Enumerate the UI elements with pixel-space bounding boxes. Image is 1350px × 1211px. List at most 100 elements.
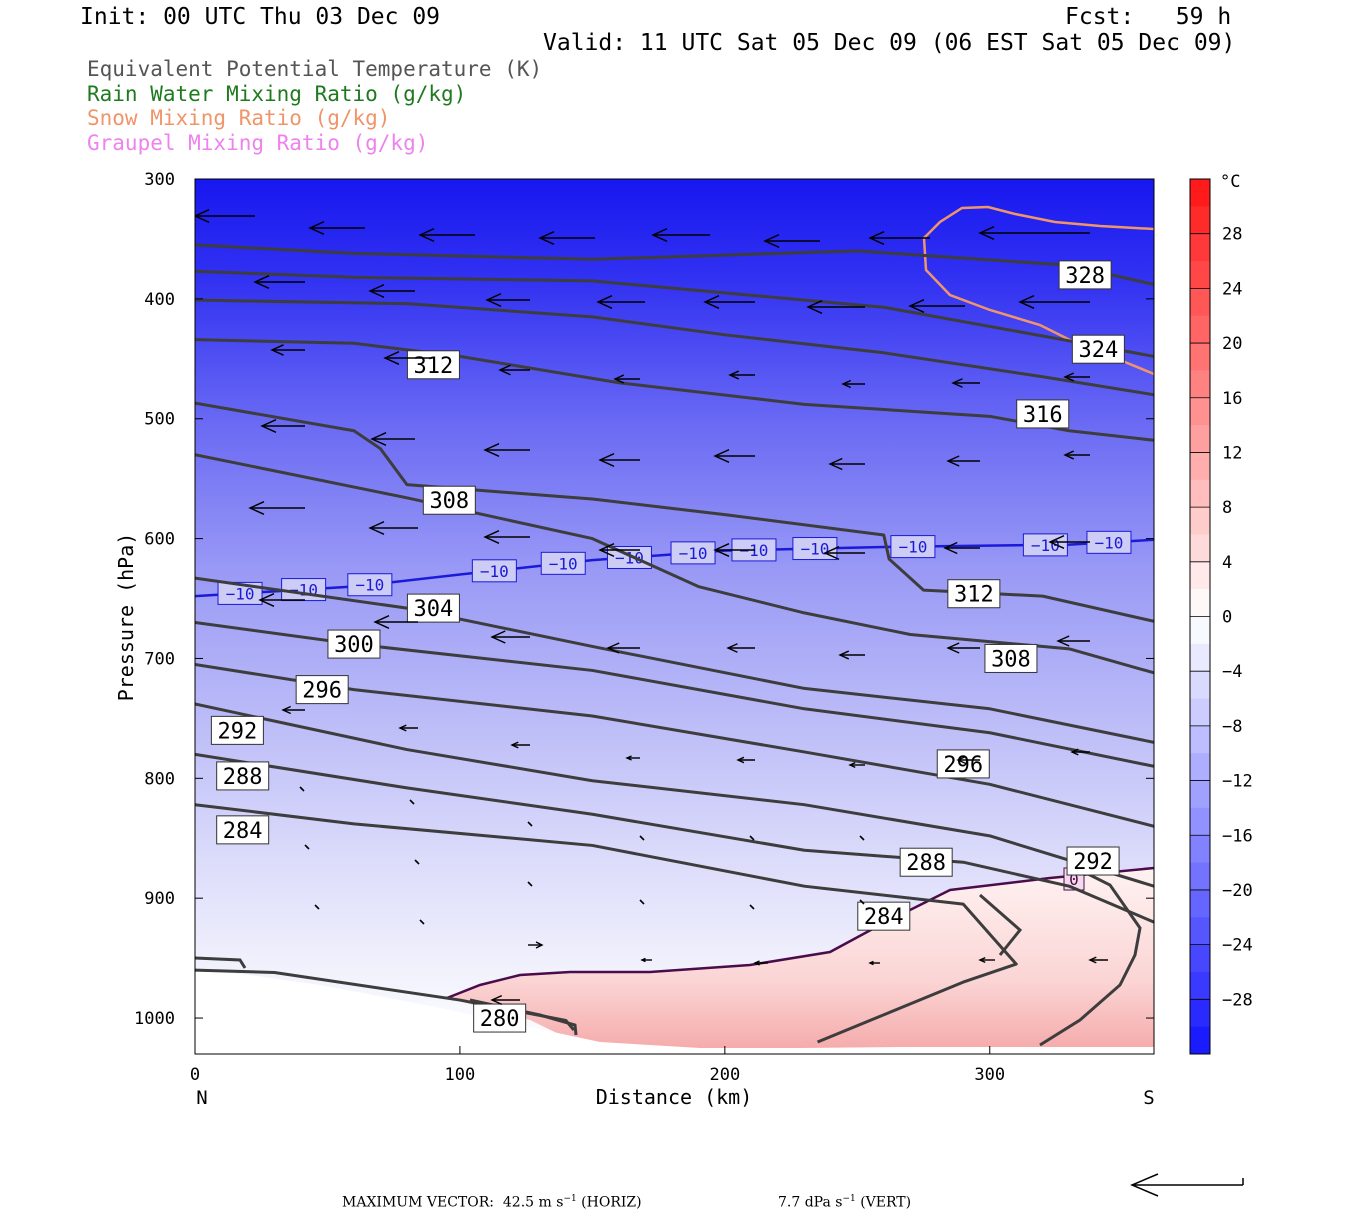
theta-e-label-box [984, 643, 1038, 673]
max-vector-label: MAXIMUM VECTOR: 42.5 m s−1 (HORIZ) [342, 1178, 642, 1211]
colorbar-label: 8 [1222, 498, 1232, 518]
max-vector-horiz-unit: m s [538, 1194, 564, 1211]
theta-e-label-box [216, 815, 270, 845]
x-tick-label: 100 [445, 1065, 476, 1085]
theta-e-label: 280 [480, 1007, 520, 1032]
theta-e-label: 312 [954, 583, 994, 608]
wind-vector [535, 941, 544, 949]
theta-e-label-box [1066, 846, 1120, 876]
wind-vector [195, 209, 210, 223]
colorbar-label: 4 [1222, 553, 1232, 573]
theta-e-label-box [899, 847, 953, 877]
isotherm-label: −10 [480, 562, 509, 581]
theta-e-label: 292 [1073, 850, 1113, 875]
wind-vector [253, 275, 270, 289]
x-tick-label: 0 [190, 1065, 200, 1085]
wind-vector [946, 642, 960, 654]
colorbar-swatch [1190, 999, 1210, 1028]
wind-vector [527, 821, 533, 827]
wind-vector [726, 643, 738, 653]
wind-vector [736, 756, 745, 764]
theta-e-label-box [327, 629, 381, 659]
colorbar-label: −16 [1222, 826, 1253, 846]
x-end-label-left: N [196, 1087, 207, 1109]
wind-vector [908, 299, 925, 313]
isotherm-label-box [670, 541, 716, 565]
isotherm-label-box [347, 573, 393, 597]
colorbar-swatch [1190, 780, 1210, 809]
max-vector-horiz-tag: (HORIZ) [581, 1194, 642, 1211]
plot-frame [194, 178, 1155, 1055]
theta-e-label-box [936, 749, 990, 779]
wind-vector [606, 642, 620, 654]
temperature-colorbar: 28 24 20 16 12 8 4 0 −4 −8 −12 −16 −20 −24 −28 °C [1189, 172, 1253, 1055]
legend-rain: Rain Water Mixing Ratio (g/kg) [87, 82, 467, 106]
wind-vector [598, 543, 615, 557]
colorbar-swatch [1190, 261, 1210, 289]
colorbar-swatch [1190, 944, 1210, 973]
terrain [195, 970, 1154, 1054]
colorbar-swatch [1190, 698, 1210, 727]
wind-vector [527, 881, 533, 887]
wind-vector [838, 650, 850, 660]
wind-vector [1048, 535, 1065, 549]
colorbar-swatch [1190, 507, 1210, 535]
wind-vector [753, 960, 760, 966]
wind-vector [1070, 748, 1079, 756]
legend-snow: Snow Mixing Ratio (g/kg) [87, 106, 391, 130]
max-vector-horiz-exp: −1 [563, 1194, 577, 1204]
colorbar-swatch [1190, 862, 1210, 891]
colorbar-swatch [1190, 835, 1210, 864]
colorbar-swatch [1190, 343, 1210, 371]
colorbar-swatch [1190, 753, 1210, 782]
wind-vector [640, 957, 646, 963]
freezing-label: 0 [1069, 870, 1079, 889]
theta-e-contour [195, 956, 247, 969]
freezing-line [446, 866, 1154, 1000]
wind-vector [943, 541, 958, 555]
y-tick-label: 800 [144, 769, 175, 789]
wind-vector [370, 432, 387, 446]
theta-e-contour [195, 269, 1154, 358]
isotherm-label: −10 [289, 581, 318, 600]
wind-vector [828, 457, 843, 471]
wind-vector [749, 904, 755, 910]
wind-vector [951, 378, 963, 388]
wind-vector [373, 615, 390, 629]
theta-e-label: 288 [223, 765, 263, 790]
x-tick-label: 200 [709, 1065, 740, 1085]
wind-vector [498, 364, 511, 376]
wind-vector [596, 295, 613, 309]
wind-vector [749, 835, 755, 841]
snow-contour [923, 205, 1154, 239]
y-tick-label: 400 [144, 290, 175, 310]
colorbar-swatch [1190, 616, 1210, 645]
theta-e-contour [979, 893, 1023, 956]
theta-e-label: 292 [218, 719, 258, 744]
colorbar-swatch [1190, 971, 1210, 1000]
theta-e-label-box [1016, 399, 1070, 429]
wind-vector [490, 994, 503, 1006]
wind-vector [841, 379, 851, 389]
max-vector-vert-exp: −1 [842, 1194, 856, 1204]
colorbar-swatch [1190, 233, 1210, 262]
wind-vector [956, 755, 966, 765]
theta-e-label-box [210, 715, 264, 745]
wind-vector [651, 228, 668, 242]
colorbar-swatch [1190, 725, 1210, 754]
wind-vector [703, 295, 720, 309]
wind-vector [1088, 956, 1097, 964]
wind-vector [713, 543, 730, 557]
y-tick-label: 1000 [134, 1009, 175, 1029]
theta-e-contour [195, 752, 1154, 924]
wind-vector [308, 221, 325, 235]
x-end-label-right: S [1143, 1087, 1154, 1109]
legend-graupel: Graupel Mixing Ratio (g/kg) [87, 131, 429, 155]
max-vector-vert-unit: dPa s [804, 1194, 843, 1211]
isotherm-label: −10 [226, 584, 255, 603]
theta-e-contour [195, 702, 1154, 888]
colorbar-swatch [1190, 807, 1210, 836]
valid-time: Valid: 11 UTC Sat 05 Dec 09 (06 EST Sat … [543, 30, 1236, 56]
max-vector-arrow [1130, 1173, 1244, 1197]
